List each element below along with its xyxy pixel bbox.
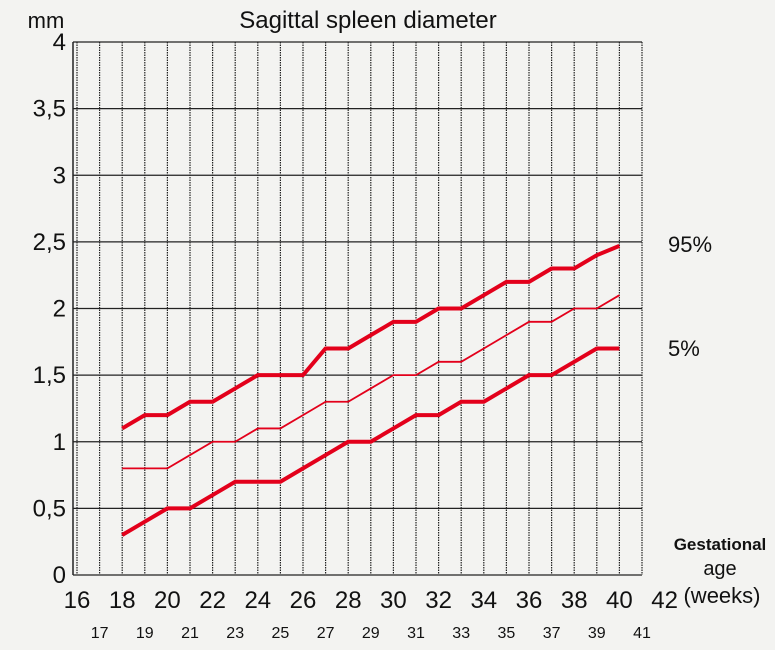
x-tick-label: 42 [651,587,678,614]
x-tick-label: 40 [606,587,633,614]
x-tick-label-minor: 39 [588,625,606,642]
x-tick-label: 30 [380,587,407,614]
y-tick-label: 3 [53,162,66,189]
x-tick-label-minor: 25 [272,625,290,642]
x-tick-label-minor: 37 [543,625,561,642]
x-tick-label-minor: 35 [498,625,516,642]
x-tick-label: 24 [244,587,271,614]
x-tick-label: 20 [154,587,181,614]
x-tick-label-minor: 41 [633,625,651,642]
series-label: 5% [668,336,700,361]
x-tick-labels: 16 18 20 22 24 26 28 30 32 34 36 38 40 42 17 19 21 23 25 27… [64,587,678,642]
x-tick-label: 36 [516,587,543,614]
x-axis-label-line2: age [703,558,736,580]
x-tick-label-minor: 27 [317,625,335,642]
x-axis-label-line1: Gestational [674,535,767,554]
x-tick-label-minor: 19 [136,625,154,642]
x-tick-label-minor: 21 [181,625,199,642]
x-tick-label: 28 [335,587,362,614]
x-tick-label: 26 [290,587,317,614]
series-line-95pct [121,244,621,431]
x-tick-label-minor: 23 [226,625,244,642]
y-tick-label: 3,5 [33,96,66,123]
series-label: 95% [668,232,712,257]
series-lines [121,244,621,537]
y-tick-label: 1 [53,429,66,456]
x-tick-label-minor: 33 [452,625,470,642]
y-axis-label: mm [28,8,65,33]
series-labels: 95% 5% [668,232,712,361]
x-tick-label: 34 [470,587,497,614]
x-tick-label-minor: 17 [91,625,109,642]
y-tick-labels: 0 0,5 1 1,5 2 2,5 3 3,5 4 [33,29,66,589]
y-tick-label: 1,5 [33,362,66,389]
series-line-median [122,294,620,470]
x-axis-label-line3: (weeks) [683,583,760,608]
x-tick-label: 16 [64,587,91,614]
y-tick-label: 2 [53,296,66,323]
series-line-5pct [121,346,620,537]
chart-title: Sagittal spleen diameter [239,7,496,34]
y-tick-label: 2,5 [33,229,66,256]
x-tick-label: 38 [561,587,588,614]
x-tick-label-minor: 29 [362,625,380,642]
y-tick-label: 4 [53,29,66,56]
x-tick-label: 22 [199,587,226,614]
x-tick-label: 18 [109,587,136,614]
x-tick-label-minor: 31 [407,625,425,642]
grid [72,41,643,576]
y-tick-label: 0,5 [33,495,66,522]
y-tick-label: 0 [53,562,66,589]
x-tick-label: 32 [425,587,452,614]
